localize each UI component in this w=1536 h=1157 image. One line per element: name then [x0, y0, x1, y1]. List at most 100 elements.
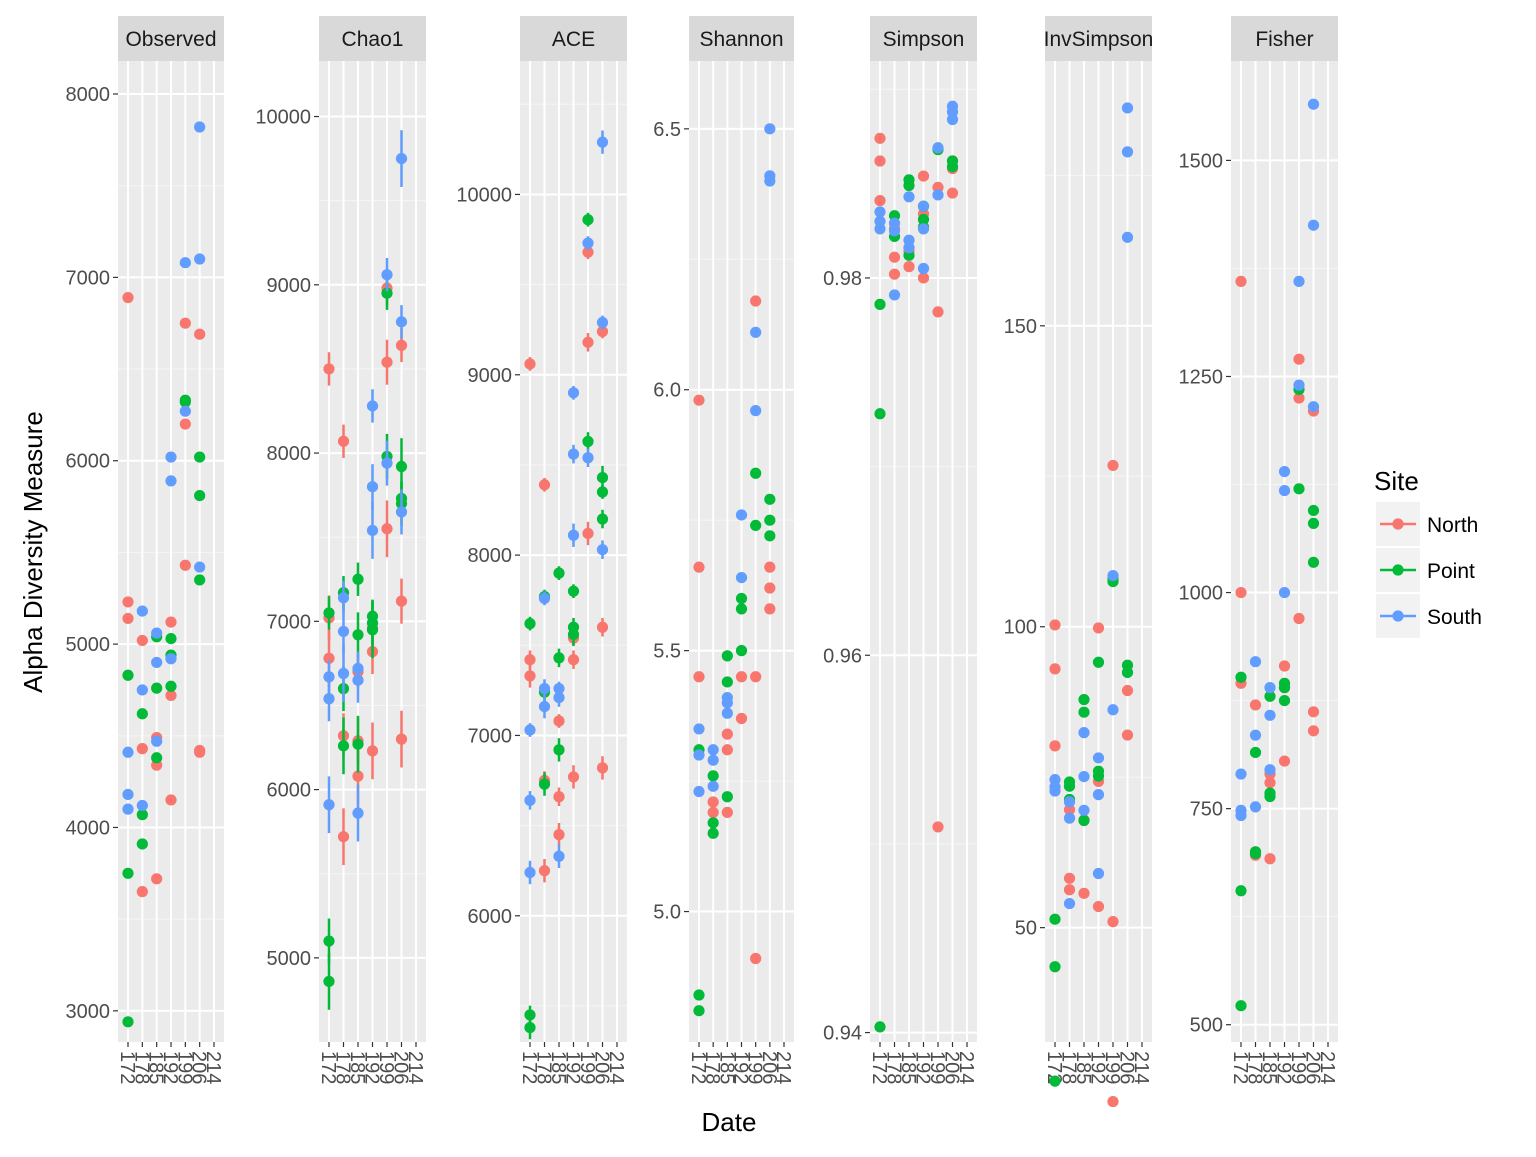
- x-tick-label: 214: [404, 1051, 426, 1084]
- y-tick-label: 6000: [66, 451, 111, 473]
- data-point-north: [1107, 916, 1119, 928]
- data-point-south: [165, 653, 177, 665]
- data-point-south: [721, 697, 733, 709]
- y-tick-label: 500: [1190, 1015, 1223, 1037]
- x-tick-label: 178: [883, 1051, 905, 1084]
- data-point-south: [538, 592, 551, 604]
- data-point-south: [567, 529, 580, 541]
- data-point-south: [1278, 586, 1291, 599]
- data-point-north: [596, 325, 609, 338]
- x-tick-label: 178: [701, 1051, 723, 1084]
- data-point-point: [764, 514, 776, 526]
- data-point-south: [693, 723, 705, 735]
- facet-strip: [319, 16, 426, 61]
- data-point-point: [1049, 913, 1061, 925]
- data-point-point: [693, 989, 705, 1001]
- data-point-point: [750, 519, 762, 532]
- data-point-point: [764, 493, 776, 505]
- panel-chao1: 5000 6000 7000 8000 9000 10000 172178185192199…: [255, 16, 426, 1084]
- x-tick-label: 206: [941, 1051, 963, 1084]
- data-point-south: [1307, 98, 1320, 110]
- data-point-north: [553, 715, 565, 727]
- x-tick-label: 192: [1087, 1051, 1109, 1084]
- x-tick-label: 178: [1244, 1051, 1266, 1084]
- x-tick-label: 214: [605, 1051, 627, 1084]
- data-point-north: [395, 733, 408, 745]
- facet-strip-label: Simpson: [883, 28, 965, 51]
- data-point-north: [693, 671, 705, 683]
- data-point-south: [582, 237, 594, 249]
- y-tick-label: 3000: [66, 1001, 111, 1023]
- data-point-north: [337, 831, 350, 843]
- data-point-point: [707, 827, 719, 839]
- x-axis-title: Date: [702, 1107, 757, 1137]
- data-point-north: [596, 762, 609, 774]
- x-tick-label: 214: [772, 1051, 794, 1084]
- y-tick-label: 7000: [66, 267, 111, 289]
- x-tick-label: 192: [1273, 1051, 1295, 1084]
- data-point-point: [1293, 483, 1305, 495]
- data-point-point: [323, 935, 335, 947]
- data-point-south: [337, 625, 350, 638]
- panel-ace: 6000 7000 8000 9000 10000 1721781851921992062…: [456, 16, 627, 1084]
- data-point-north: [567, 771, 580, 783]
- data-point-point: [764, 530, 776, 542]
- x-tick-label: 172: [317, 1051, 339, 1084]
- x-tick-label: 199: [375, 1051, 397, 1084]
- data-point-point: [1049, 961, 1061, 973]
- data-point-north: [1278, 660, 1291, 672]
- data-point-north: [1063, 804, 1076, 816]
- data-point-north: [888, 268, 901, 280]
- x-tick-label: 206: [188, 1051, 210, 1084]
- data-point-north: [1293, 392, 1305, 404]
- data-point-point: [553, 567, 565, 579]
- data-point-north: [1307, 725, 1320, 737]
- data-point-south: [596, 136, 609, 148]
- data-point-north: [165, 794, 177, 806]
- data-point-point: [1235, 671, 1247, 683]
- data-point-north: [366, 745, 379, 757]
- data-point-point: [567, 628, 580, 641]
- data-point-north: [553, 829, 565, 841]
- data-point-south: [323, 693, 335, 705]
- data-point-north: [1049, 619, 1061, 631]
- data-point-point: [1278, 694, 1291, 707]
- data-point-south: [165, 475, 177, 487]
- data-point-south: [1107, 704, 1119, 716]
- data-point-south: [1092, 752, 1105, 764]
- data-point-north: [1107, 1095, 1119, 1108]
- data-point-south: [721, 707, 733, 719]
- data-point-point: [524, 1021, 536, 1034]
- data-point-south: [917, 200, 930, 212]
- data-point-point: [596, 486, 609, 498]
- data-point-north: [707, 806, 719, 819]
- data-point-south: [874, 206, 886, 218]
- x-tick-label: 214: [202, 1051, 224, 1084]
- data-point-point: [1235, 885, 1247, 897]
- data-point-north: [136, 886, 148, 898]
- data-point-north: [395, 595, 408, 607]
- data-point-point: [721, 676, 733, 688]
- data-point-point: [352, 738, 364, 750]
- data-point-south: [567, 387, 580, 399]
- data-point-north: [538, 865, 551, 877]
- data-point-north: [165, 689, 177, 702]
- data-point-point: [582, 435, 594, 448]
- data-point-point: [1049, 1075, 1061, 1087]
- facet-strip: [1045, 16, 1152, 61]
- data-point-south: [1121, 146, 1134, 158]
- data-point-south: [917, 223, 930, 235]
- data-point-north: [932, 821, 944, 833]
- y-tick-label: 100: [1004, 617, 1037, 639]
- data-point-south: [179, 257, 191, 269]
- facet-strip: [118, 16, 224, 61]
- y-tick-label: 5.0: [653, 902, 681, 924]
- x-tick-label: 185: [145, 1051, 167, 1084]
- y-tick-label: 6000: [267, 780, 312, 802]
- data-point-north: [352, 770, 364, 782]
- data-point-south: [136, 799, 148, 812]
- data-point-south: [750, 405, 762, 417]
- data-point-south: [1078, 727, 1090, 739]
- data-point-south: [323, 799, 335, 811]
